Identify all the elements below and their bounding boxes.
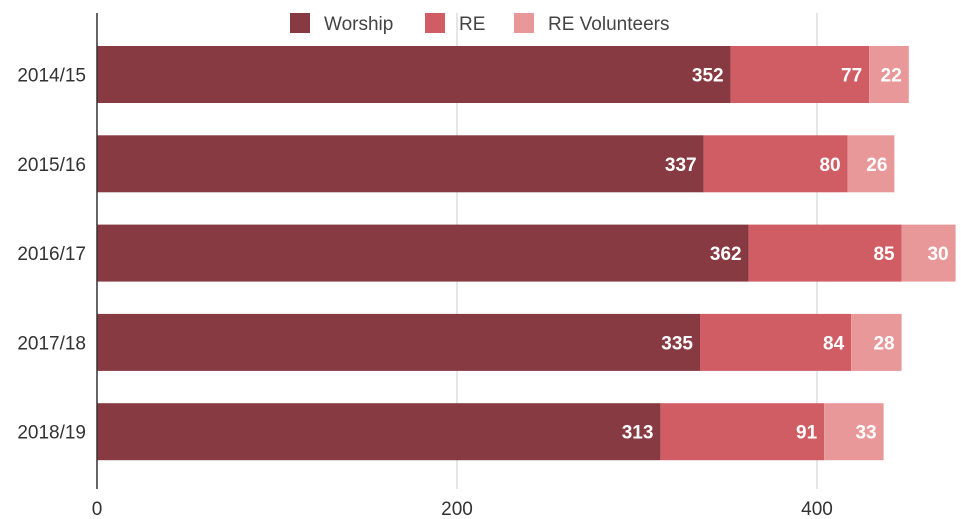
data-label: 337 bbox=[665, 155, 697, 176]
category-label: 2014/15 bbox=[17, 66, 86, 87]
data-label: 26 bbox=[866, 155, 887, 176]
bar-re-volunteers bbox=[901, 224, 956, 282]
data-label: 335 bbox=[661, 333, 693, 354]
data-label: 313 bbox=[622, 423, 654, 444]
bar-worship bbox=[97, 46, 731, 103]
category-label: 2015/16 bbox=[17, 155, 86, 176]
legend-swatch bbox=[290, 13, 310, 33]
category-labels: 2014/15 2015/16 2016/17 2017/18 2018/19 bbox=[17, 66, 86, 444]
bar-re bbox=[700, 313, 852, 371]
category-label: 2016/17 bbox=[17, 244, 86, 265]
data-label: 28 bbox=[873, 333, 894, 354]
bar-re-volunteers bbox=[851, 313, 902, 371]
data-label: 362 bbox=[710, 244, 742, 265]
bar-re-volunteers bbox=[824, 403, 884, 461]
category-label: 2017/18 bbox=[17, 333, 86, 354]
x-tick-label: 400 bbox=[801, 499, 833, 519]
bar-re-volunteers bbox=[847, 135, 895, 193]
bar-worship bbox=[97, 224, 749, 282]
legend-label: RE bbox=[459, 14, 485, 35]
data-label: 91 bbox=[796, 423, 818, 444]
data-label: 80 bbox=[819, 155, 840, 176]
legend-label: RE Volunteers bbox=[548, 14, 669, 35]
x-tick-label: 200 bbox=[441, 499, 473, 519]
category-label: 2018/19 bbox=[17, 423, 86, 444]
data-label: 85 bbox=[873, 244, 895, 265]
x-tick-label: 0 bbox=[92, 499, 103, 519]
bar-re-volunteers bbox=[869, 46, 909, 103]
legend-swatch bbox=[514, 13, 534, 33]
data-label: 352 bbox=[692, 66, 724, 87]
bar-worship bbox=[97, 135, 704, 193]
data-label: 77 bbox=[841, 66, 862, 87]
data-label: 22 bbox=[881, 66, 902, 87]
bar-re bbox=[730, 46, 870, 103]
data-label: 30 bbox=[927, 244, 948, 265]
bars bbox=[97, 46, 956, 461]
data-label: 84 bbox=[823, 333, 845, 354]
x-axis-ticks: 0 200 400 bbox=[92, 499, 833, 519]
data-label: 33 bbox=[855, 423, 876, 444]
bar-re bbox=[660, 403, 825, 461]
legend-swatch bbox=[425, 13, 445, 33]
legend-label: Worship bbox=[324, 14, 393, 35]
bar-worship bbox=[97, 403, 661, 461]
data-labels: 352 77 22 337 80 26 362 85 30 335 84 28 313 91 33 bbox=[622, 66, 949, 444]
bar-re bbox=[748, 224, 902, 282]
bar-re bbox=[703, 135, 848, 193]
legend: Worship RE RE Volunteers bbox=[290, 13, 669, 35]
bar-worship bbox=[97, 313, 700, 371]
